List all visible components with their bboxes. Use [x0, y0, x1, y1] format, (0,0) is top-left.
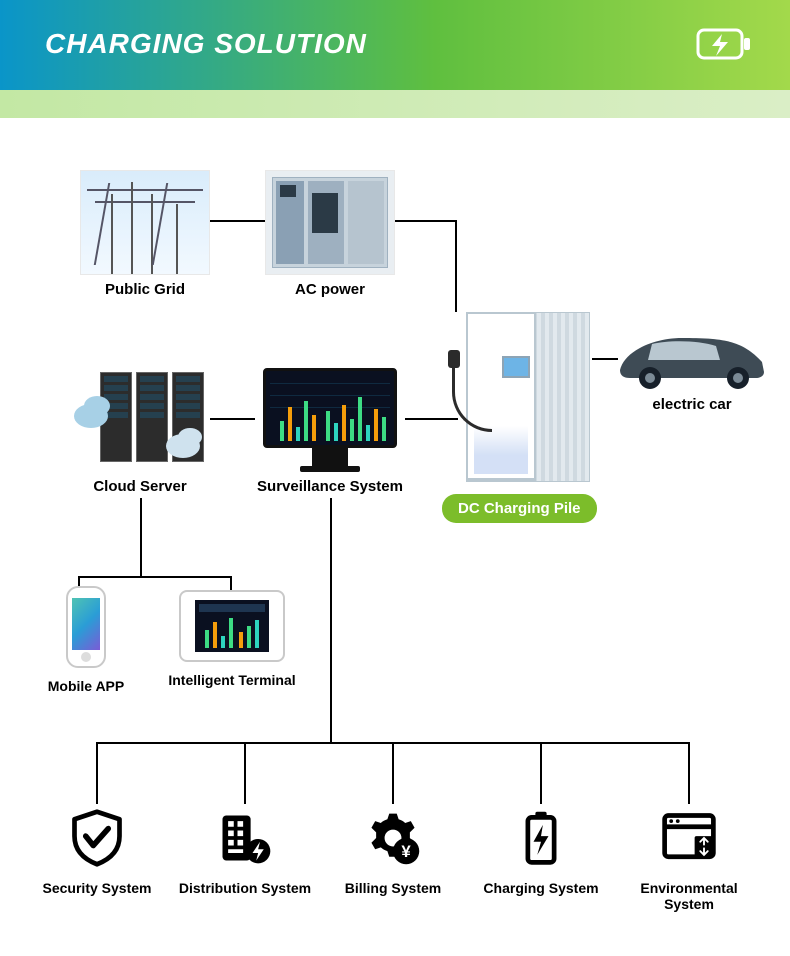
battery-charging-icon — [696, 24, 752, 64]
charging-system-label: Charging System — [478, 880, 604, 896]
node-mobile-app: Mobile APP — [46, 586, 126, 694]
electric-car-image — [612, 322, 772, 392]
edge-cloud-surv — [210, 418, 255, 420]
header-subbar — [0, 90, 790, 118]
node-public-grid: Public Grid — [80, 170, 210, 298]
dc-pile-image — [458, 312, 598, 490]
edge-ac-right — [395, 220, 455, 222]
edge-drop-4 — [540, 742, 542, 804]
node-cloud-server: Cloud Server — [70, 368, 210, 495]
intelligent-terminal-label: Intelligent Terminal — [152, 672, 312, 688]
node-security-system: Security System — [34, 808, 160, 896]
header: CHARGING SOLUTION — [0, 0, 790, 90]
page-title: CHARGING SOLUTION — [45, 28, 367, 60]
edge-cloud-branch — [78, 576, 232, 578]
node-environmental-system: Environmental System — [614, 808, 764, 912]
node-ac-power: AC power — [265, 170, 395, 298]
ac-power-label: AC power — [265, 281, 395, 298]
cloud-server-image — [70, 368, 210, 472]
surveillance-image — [255, 368, 405, 472]
mobile-app-label: Mobile APP — [46, 678, 126, 694]
building-bolt-icon — [215, 808, 275, 868]
browser-recycle-icon — [659, 808, 719, 868]
node-dc-pile — [458, 312, 633, 490]
node-billing-system: ¥ Billing System — [336, 808, 450, 896]
edge-drop-3 — [392, 742, 394, 804]
edge-surv-pile — [405, 418, 458, 420]
public-grid-label: Public Grid — [80, 281, 210, 298]
edge-ac-down — [455, 220, 457, 312]
edge-pile-car — [592, 358, 618, 360]
node-distribution-system: Distribution System — [178, 808, 312, 896]
ac-power-image — [265, 170, 395, 275]
shield-check-icon — [67, 808, 127, 868]
battery-bolt-icon — [511, 808, 571, 868]
security-system-label: Security System — [34, 880, 160, 896]
surveillance-label: Surveillance System — [255, 478, 405, 495]
gear-yen-icon: ¥ — [363, 808, 423, 868]
edge-drop-1 — [96, 742, 98, 804]
billing-system-label: Billing System — [336, 880, 450, 896]
edge-drop-2 — [244, 742, 246, 804]
node-electric-car: electric car — [612, 322, 772, 413]
edge-to-terminal — [230, 576, 232, 590]
edge-surv-down — [330, 498, 332, 742]
node-surveillance: Surveillance System — [255, 368, 405, 495]
distribution-system-label: Distribution System — [178, 880, 312, 896]
node-intelligent-terminal: Intelligent Terminal — [152, 590, 312, 688]
electric-car-label: electric car — [612, 396, 772, 413]
environmental-system-label: Environmental System — [614, 880, 764, 912]
mobile-app-image — [56, 586, 116, 672]
edge-grid-ac — [210, 220, 265, 222]
intelligent-terminal-image — [179, 590, 285, 666]
node-charging-system: Charging System — [478, 808, 604, 896]
dc-pile-badge: DC Charging Pile — [442, 494, 597, 523]
edge-drop-5 — [688, 742, 690, 804]
svg-text:¥: ¥ — [401, 842, 411, 861]
cloud-server-label: Cloud Server — [70, 478, 210, 495]
edge-cloud-down — [140, 498, 142, 576]
public-grid-image — [80, 170, 210, 275]
